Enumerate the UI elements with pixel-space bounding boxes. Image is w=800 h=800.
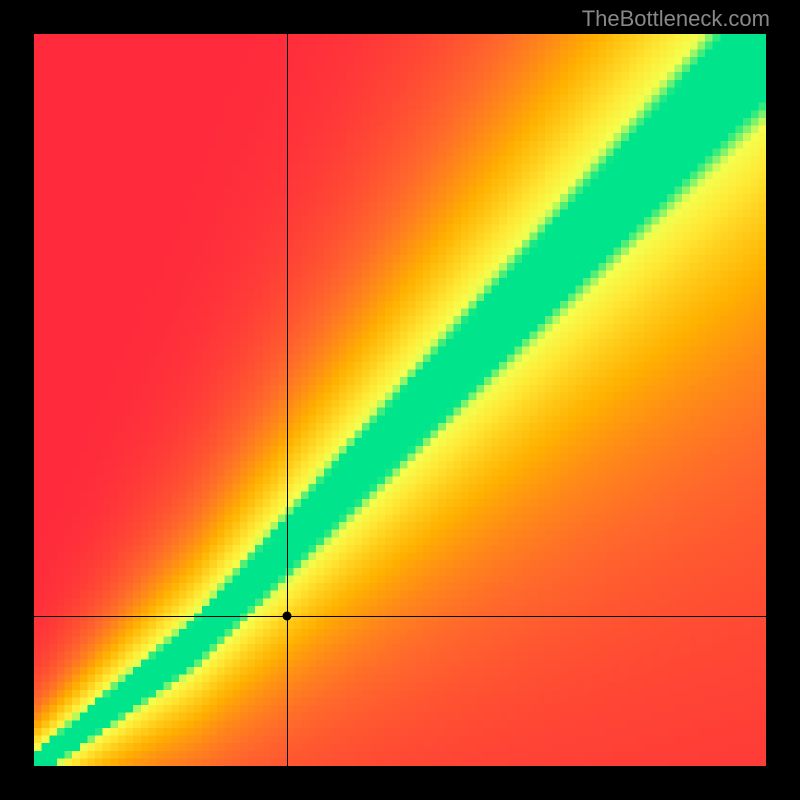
crosshair-horizontal xyxy=(34,616,766,617)
heatmap-canvas xyxy=(34,34,766,766)
bottleneck-heatmap xyxy=(34,34,766,766)
selection-marker xyxy=(282,611,291,620)
watermark-text: TheBottleneck.com xyxy=(582,6,770,32)
crosshair-vertical xyxy=(287,34,288,766)
